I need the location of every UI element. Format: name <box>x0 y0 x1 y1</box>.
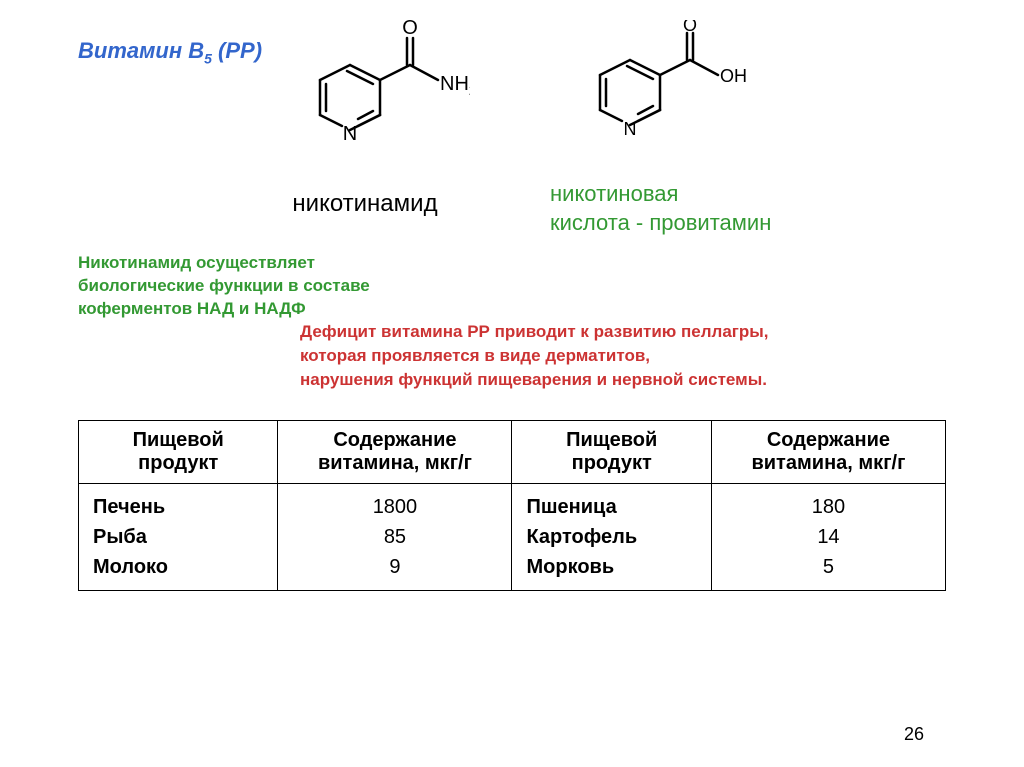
deficiency-note: Дефицит витамина РР приводит к развитию … <box>300 320 769 391</box>
title-subscript: 5 <box>204 50 212 66</box>
nicotinic-acid-label-line2: кислота - провитамин <box>550 210 771 235</box>
header-content-1: Содержание витамина, мкг/г <box>278 421 512 484</box>
table-header-row: Пищевой продукт Содержание витамина, мкг… <box>79 421 946 484</box>
value-item: 14 <box>817 526 839 548</box>
value-item: 5 <box>823 556 834 578</box>
function-note-line2: биологические функции в составе <box>78 276 370 295</box>
function-note-line3: коферментов НАД и НАДФ <box>78 299 306 318</box>
slide: Витамин В5 (РР) <box>0 0 1024 767</box>
value-item: 85 <box>384 526 406 548</box>
product-item: Рыба <box>93 526 147 548</box>
nicotinic-acid-structure-icon: O N OH <box>550 20 750 170</box>
title-suffix: (РР) <box>212 38 262 63</box>
oxygen-label-2: O <box>683 20 697 35</box>
header-product-1: Пищевой продукт <box>79 421 278 484</box>
function-note-line1: Никотинамид осуществляет <box>78 253 315 272</box>
hydroxyl-label: OH <box>720 66 747 86</box>
table-row: Печень Рыба Молоко 1800 85 9 Пшеница Кар… <box>79 484 946 591</box>
oxygen-label: O <box>402 20 418 39</box>
values-cell-1: 1800 85 9 <box>278 484 512 591</box>
value-item: 1800 <box>373 496 418 518</box>
value-item: 9 <box>389 556 400 578</box>
nicotinic-acid-block: O N OH никотиновая кислота - провитамин <box>550 20 771 237</box>
content-table: Пищевой продукт Содержание витамина, мкг… <box>78 420 946 591</box>
nicotinamide-structure-icon: O N NH2 <box>260 20 470 180</box>
product-item: Пшеница <box>526 496 616 518</box>
product-item: Молоко <box>93 556 168 578</box>
function-note: Никотинамид осуществляет биологические ф… <box>78 252 370 321</box>
title-prefix: Витамин В <box>78 38 204 63</box>
deficiency-note-line1: Дефицит витамина РР приводит к развитию … <box>300 322 769 341</box>
product-item: Печень <box>93 496 165 518</box>
product-item: Морковь <box>526 556 614 578</box>
amide-label: NH2 <box>440 73 470 98</box>
header-product-2: Пищевой продукт <box>512 421 711 484</box>
product-item: Картофель <box>526 526 637 548</box>
page-number: 26 <box>904 724 924 745</box>
nicotinic-acid-label-line1: никотиновая <box>550 181 678 206</box>
nicotinamide-label: никотинамид <box>292 190 437 218</box>
nicotinamide-block: O N NH2 никотинамид <box>260 20 470 218</box>
products-cell-2: Пшеница Картофель Морковь <box>512 484 711 591</box>
slide-title: Витамин В5 (РР) <box>78 38 262 66</box>
header-content-2: Содержание витамина, мкг/г <box>711 421 945 484</box>
nicotinic-acid-label: никотиновая кислота - провитамин <box>550 180 771 237</box>
vitamin-content-table: Пищевой продукт Содержание витамина, мкг… <box>78 420 946 591</box>
deficiency-note-line2: которая проявляется в виде дерматитов, <box>300 346 650 365</box>
value-item: 180 <box>812 496 845 518</box>
nitrogen-ring-label-2: N <box>624 119 637 139</box>
chemical-structures-row: O N NH2 никотинамид <box>260 20 954 237</box>
deficiency-note-line3: нарушения функций пищеварения и нервной … <box>300 370 767 389</box>
nitrogen-ring-label: N <box>343 123 357 145</box>
products-cell-1: Печень Рыба Молоко <box>79 484 278 591</box>
values-cell-2: 180 14 5 <box>711 484 945 591</box>
